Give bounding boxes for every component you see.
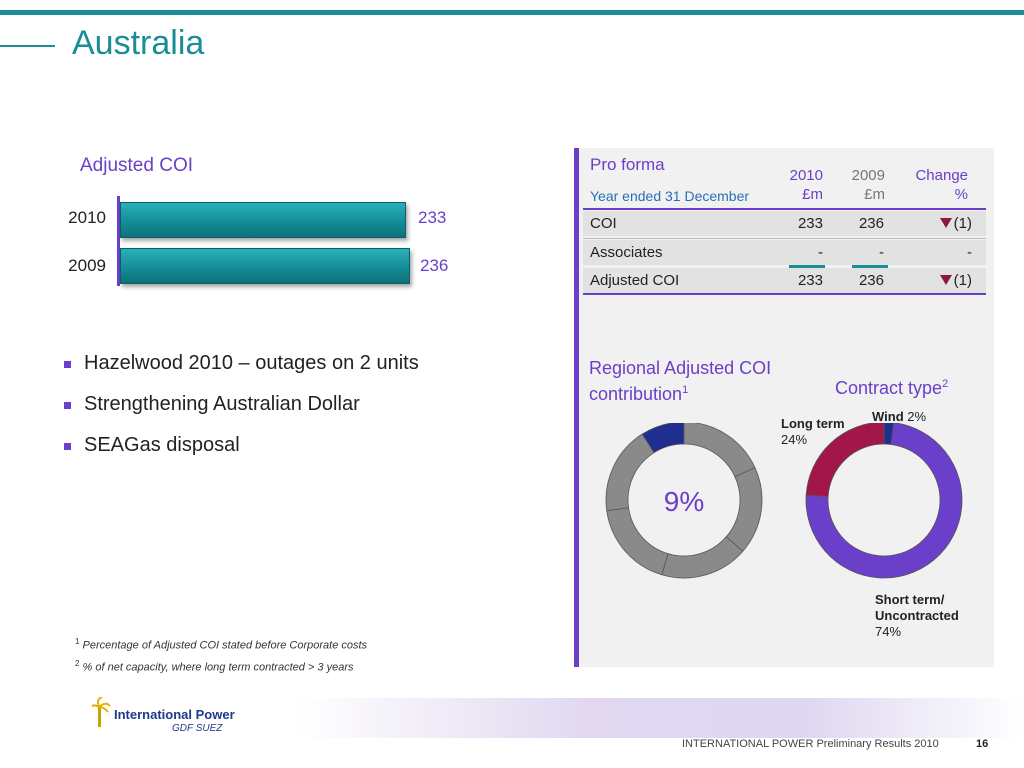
key-points-list: Hazelwood 2010 – outages on 2 units Stre… [62,352,419,475]
footnotes: 1 Percentage of Adjusted COI stated befo… [75,633,367,676]
bullet-item: Strengthening Australian Dollar [62,393,419,418]
table-bottom-divider [583,293,986,295]
contract-segment-1 [805,423,963,579]
bar-year-2009: 2009 [68,256,106,275]
bar-2009 [120,248,410,284]
regional-segment-other [605,433,655,512]
adjusted-coi-heading: Adjusted COI [80,155,193,176]
table-row: Adjusted COI 233 236 (1) [583,268,986,293]
down-arrow-icon [939,275,952,285]
regional-segment-other [725,467,763,552]
teal-marker [852,265,888,268]
pro-forma-title: Pro forma [590,155,665,174]
table-row-divider [583,238,986,239]
bar-value-2009: 236 [420,256,449,275]
bullet-item: Hazelwood 2010 – outages on 2 units [62,352,419,377]
regional-donut: 9% [605,423,763,579]
footer-gradient-band [295,698,1024,738]
top-accent-bar [0,10,1024,15]
regional-segment-other [606,507,669,576]
page-title: Australia [72,24,205,62]
short-term-label: Short term/Uncontracted 74% [875,592,959,639]
footnote-1: 1 Percentage of Adjusted COI stated befo… [75,637,368,652]
contract-type-title: Contract type2 [835,378,949,398]
contract-segment-2 [805,423,885,497]
title-rule [0,45,55,47]
regional-segment-other [683,423,756,478]
svg-text:International Power: International Power [114,707,235,722]
bar-year-2010: 2010 [68,208,106,227]
palm-tree-icon [89,696,111,727]
teal-marker [789,265,825,268]
wind-label: Wind 2% [872,409,927,424]
regional-segment-other [661,536,744,579]
panel-accent-border [574,148,579,667]
long-term-label: Long term 24% [781,416,845,447]
company-logo: International Power GDF SUEZ [89,696,252,740]
bar-2010 [120,202,406,238]
table-header-divider [583,208,986,210]
regional-center-label: 9% [664,486,704,517]
svg-text:GDF SUEZ: GDF SUEZ [172,723,223,734]
footer-text: INTERNATIONAL POWER Preliminary Results … [682,738,939,750]
pro-forma-subtitle: Year ended 31 December [590,188,750,204]
contract-type-donut [805,423,963,579]
table-row: Associates - - - [583,240,986,265]
column-header-change: Change% [915,167,968,203]
column-header-2009: 2009 £m [851,167,885,203]
footnote-2: 2 % of net capacity, where long term con… [75,658,354,674]
page-number: 16 [976,738,989,750]
regional-title: Regional Adjusted COI contribution1 [589,358,772,404]
down-arrow-icon [939,218,952,228]
bullet-item: SEAGas disposal [62,434,419,459]
table-row: COI 233 236 (1) [583,211,986,236]
bar-chart-axis [117,196,120,286]
column-header-2010: 2010 £m [789,167,823,203]
bar-value-2010: 233 [418,208,447,227]
